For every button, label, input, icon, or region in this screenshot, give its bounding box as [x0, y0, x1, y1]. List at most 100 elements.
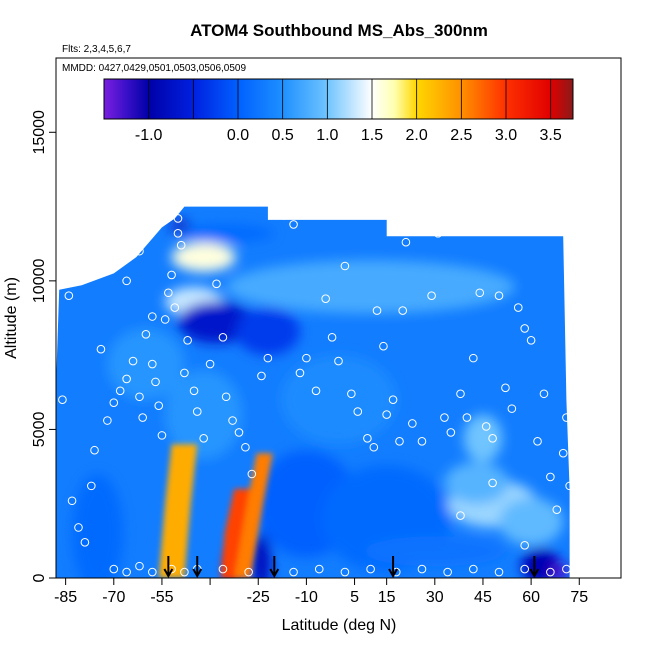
- sample-point: [321, 294, 330, 303]
- x-tick-label: -10: [295, 589, 318, 606]
- y-axis-label: Altitude (m): [3, 277, 20, 359]
- sample-point: [539, 389, 549, 399]
- flights-note: Flts: 2,3,4,5,6,7: [62, 44, 131, 55]
- sample-point: [462, 413, 472, 422]
- sample-point: [180, 567, 189, 577]
- sample-point: [157, 431, 167, 440]
- sample-point: [558, 448, 568, 458]
- sample-point: [456, 511, 465, 520]
- sample-point: [103, 416, 112, 425]
- sample-point: [192, 407, 202, 416]
- sample-point: [408, 419, 417, 428]
- colorbar-tick-label: 1.0: [316, 127, 338, 144]
- sample-point: [327, 333, 337, 342]
- heatmap-blobs: [72, 219, 570, 578]
- heatmap-blob: [107, 328, 185, 400]
- sample-point: [247, 469, 257, 479]
- sample-point: [311, 386, 321, 396]
- sample-point: [128, 356, 138, 366]
- colorbar-tick-label: 0.5: [272, 127, 294, 144]
- sample-point: [141, 330, 151, 339]
- sample-point: [501, 383, 510, 393]
- sample-point: [469, 564, 478, 574]
- colorbar-tick-label: 3.5: [540, 127, 562, 144]
- sample-point: [74, 523, 83, 532]
- sample-point: [363, 434, 372, 443]
- colorbar-ramp: [103, 78, 574, 120]
- sample-point: [417, 564, 427, 574]
- chart-title: ATOM4 Southbound MS_Abs_300nm: [190, 21, 488, 40]
- colorbar: -1.0 0.0 0.5 1.0 1.5 2.0 2.5 3.0 3.5: [103, 78, 574, 144]
- sample-point: [273, 205, 282, 214]
- colorbar-tick-label: 0.0: [227, 127, 249, 144]
- heatmap-blob: [499, 497, 564, 546]
- sample-point: [173, 214, 183, 223]
- sample-point: [507, 404, 517, 413]
- x-tick-label: -55: [150, 589, 173, 606]
- sample-point: [520, 564, 529, 574]
- sample-point: [520, 541, 529, 550]
- sample-point: [77, 270, 86, 280]
- sample-point: [302, 353, 311, 363]
- heatmap-blob: [550, 563, 570, 578]
- sample-point: [122, 567, 131, 577]
- sample-point: [221, 392, 231, 402]
- heatmap-blob: [177, 224, 275, 243]
- sample-point: [241, 442, 250, 452]
- heatmap-blob: [444, 462, 509, 504]
- sample-point: [347, 389, 356, 399]
- heatmap-blob: [251, 533, 272, 578]
- sample-point: [469, 353, 478, 363]
- sample-point: [494, 567, 504, 577]
- sample-point: [395, 437, 404, 446]
- sample-point: [481, 422, 491, 431]
- sample-point: [90, 445, 99, 455]
- x-tick-label: 45: [474, 589, 492, 606]
- y-tick-label: 5000: [31, 412, 48, 448]
- sample-point: [388, 395, 398, 405]
- y-tick-label: 10000: [31, 259, 48, 304]
- heatmap-plume: [234, 453, 273, 578]
- sample-point: [148, 312, 157, 321]
- x-tick-label: 30: [426, 589, 444, 606]
- sample-point: [160, 315, 170, 324]
- sample-point: [526, 335, 536, 345]
- dates-note: MMDD: 0427,0429,0501,0503,0506,0509: [62, 63, 246, 74]
- x-axis: -85 -70 -55 -25 -10 5 15 30 45 60 75: [54, 578, 588, 606]
- sample-point: [401, 237, 411, 247]
- heatmap-blob: [364, 536, 506, 567]
- sample-point: [562, 564, 571, 574]
- sample-point: [135, 246, 144, 256]
- sample-point: [520, 324, 529, 333]
- sample-point: [257, 371, 266, 381]
- sample-point: [440, 413, 449, 422]
- sample-point: [58, 395, 67, 405]
- heatmap-plume: [158, 444, 198, 578]
- flight-arrows: [163, 556, 540, 579]
- colorbar-tick-label: 2.0: [406, 127, 428, 144]
- colorbar-tick-label: -1.0: [135, 127, 163, 144]
- sample-point: [295, 368, 305, 378]
- sample-point: [80, 538, 90, 547]
- sample-point: [212, 279, 221, 289]
- sample-point: [87, 481, 96, 491]
- colorbar-tick-label: 2.5: [450, 127, 472, 144]
- sample-point: [180, 368, 189, 378]
- x-tick-label: 15: [378, 589, 396, 606]
- sample-point: [135, 392, 144, 402]
- heatmap-blob: [165, 370, 243, 460]
- sample-point: [205, 359, 215, 369]
- sample-point: [228, 416, 237, 425]
- sample-point: [173, 229, 183, 238]
- sample-point: [199, 434, 208, 443]
- heatmap-blob: [171, 242, 236, 272]
- x-tick-label: -25: [247, 589, 270, 606]
- heatmap-blob: [226, 260, 516, 314]
- sample-point: [334, 356, 343, 366]
- x-tick-label: 5: [350, 589, 359, 606]
- sample-point: [546, 567, 555, 577]
- sample-point: [366, 564, 375, 574]
- sample-point: [340, 567, 350, 577]
- flight-arrow-head: [388, 568, 398, 579]
- sample-point: [67, 496, 77, 506]
